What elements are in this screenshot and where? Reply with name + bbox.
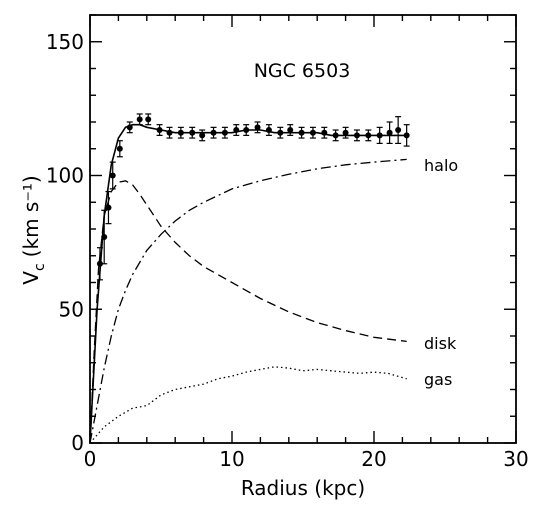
data-point [265,127,272,134]
chart-title: NGC 6503 [254,60,351,82]
data-point [342,129,349,136]
data-point [199,132,206,139]
x-tick-label: 0 [84,447,97,471]
data-point [243,127,250,134]
observed-points [96,113,410,281]
data-point [376,132,383,139]
data-point [221,129,228,136]
x-axis-label: Radius (kpc) [241,476,365,500]
y-axis-label-units: (km s⁻¹) [19,175,43,257]
tick-labels: 0 10 20 30 0 50 100 150 [46,30,529,471]
data-point [166,129,173,136]
series-line-gas [89,366,407,444]
data-point [309,129,316,136]
data-point [395,127,402,134]
series-line-halo [89,158,407,444]
data-point [109,172,116,179]
data-point [116,145,123,152]
data-point [287,127,294,134]
data-point [156,127,163,134]
y-axis-label-main: V [19,271,43,285]
series-line-disk [89,180,407,444]
data-point [365,132,372,139]
series-label-disk: disk [424,334,457,353]
x-tick-label: 20 [361,447,386,471]
data-point [277,129,284,136]
data-point [136,116,143,123]
data-point [145,116,152,123]
data-point [332,132,339,139]
y-tick-label: 0 [71,431,84,455]
data-point [386,129,393,136]
series-label-halo: halo [424,156,458,175]
x-tick-label: 30 [503,447,528,471]
data-point [321,129,328,136]
data-point [96,260,103,267]
series-label-gas: gas [424,370,452,389]
data-point [353,132,360,139]
data-point [403,132,410,139]
y-tick-label: 100 [46,164,84,188]
data-point [101,234,108,241]
data-point [177,129,184,136]
data-point [189,129,196,136]
y-axis-label-sub: c [32,263,48,271]
model-curves [89,123,407,444]
data-point [126,124,133,131]
y-tick-label: 150 [46,30,84,54]
data-point [298,129,305,136]
data-point [233,127,240,134]
y-tick-label: 50 [59,297,84,321]
x-tick-label: 10 [219,447,244,471]
y-axis-label: Vc (km s⁻¹) [19,175,48,284]
series-line-total [89,123,407,444]
data-point [105,204,112,211]
svg-text:Vc(km s⁻¹): Vc (km s⁻¹) [19,175,48,284]
data-point [254,124,261,131]
data-point [210,129,217,136]
